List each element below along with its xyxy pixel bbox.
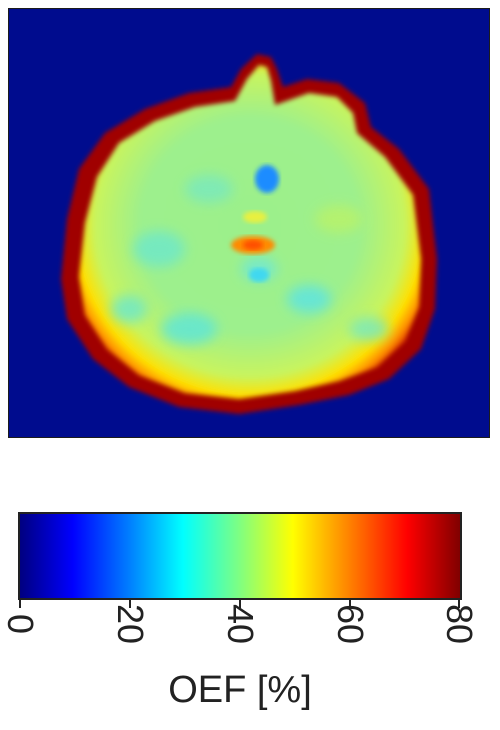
- colorbar-tick-label: 20: [110, 603, 151, 645]
- colorbar-label: OEF [%]: [168, 669, 312, 711]
- colorbar-tick: [239, 600, 241, 608]
- colorbar-tick: [129, 600, 131, 608]
- colorbar-tick-label: 40: [220, 603, 261, 645]
- colorbar-tick-label: 0: [0, 613, 41, 635]
- colorbar-tick: [349, 600, 351, 608]
- colorbar: [18, 512, 462, 600]
- colorbar-tick: [19, 600, 21, 608]
- colorbar-tick-label: 80: [439, 603, 480, 645]
- oef-brain-map-icon: [61, 54, 437, 414]
- oef-brain-map: [8, 8, 490, 438]
- colorbar-tick-label: 60: [330, 603, 371, 645]
- brain-tissue: [79, 65, 421, 399]
- colorbar-tick: [458, 600, 460, 608]
- colorbar-gradient: [20, 514, 460, 598]
